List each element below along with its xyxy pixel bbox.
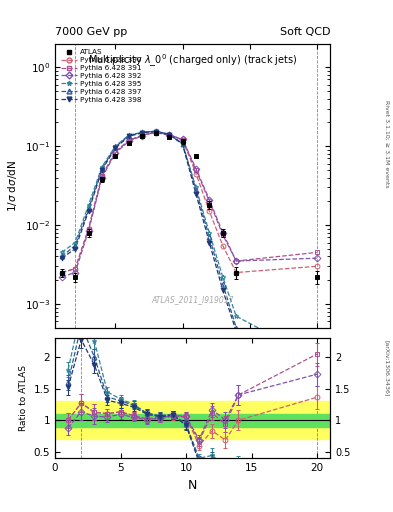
Text: Multiplicity $\lambda\_0^0$ (charged only) (track jets): Multiplicity $\lambda\_0^0$ (charged onl… <box>88 52 298 69</box>
Text: Rivet 3.1.10; ≥ 3.1M events: Rivet 3.1.10; ≥ 3.1M events <box>385 99 389 187</box>
Text: ATLAS_2011_I919017: ATLAS_2011_I919017 <box>151 295 234 304</box>
Bar <box>55 401 330 439</box>
Text: Soft QCD: Soft QCD <box>280 27 330 37</box>
Bar <box>55 414 330 426</box>
Legend: ATLAS, Pythia 6.428 390, Pythia 6.428 391, Pythia 6.428 392, Pythia 6.428 395, P: ATLAS, Pythia 6.428 390, Pythia 6.428 39… <box>59 47 143 104</box>
Y-axis label: 1/$\sigma$ d$\sigma$/dN: 1/$\sigma$ d$\sigma$/dN <box>6 160 19 211</box>
Text: 7000 GeV pp: 7000 GeV pp <box>55 27 127 37</box>
X-axis label: N: N <box>188 479 197 492</box>
Y-axis label: Ratio to ATLAS: Ratio to ATLAS <box>19 365 28 431</box>
Text: [arXiv:1306.3436]: [arXiv:1306.3436] <box>385 340 389 397</box>
